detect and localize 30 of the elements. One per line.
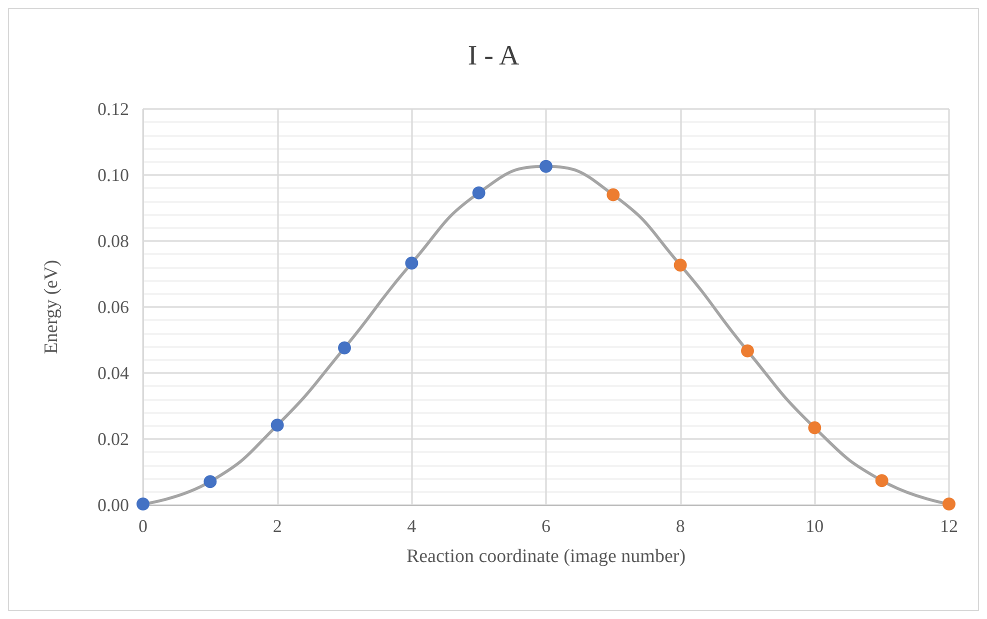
y-tick-label: 0.12 <box>98 99 129 119</box>
point <box>540 160 552 173</box>
x-tick-label: 12 <box>940 516 958 536</box>
x-tick-label: 4 <box>407 516 416 536</box>
x-tick-label: 10 <box>806 516 824 536</box>
x-tick-label: 2 <box>272 516 282 536</box>
point <box>204 475 217 488</box>
point <box>808 421 822 434</box>
x-axis-title: Reaction coordinate (image number) <box>406 546 686 567</box>
point <box>136 498 150 511</box>
y-tick-label: 0.08 <box>98 231 129 251</box>
chart-title: I - A <box>468 40 520 72</box>
point <box>338 341 351 354</box>
x-tick-label: 8 <box>676 516 685 536</box>
y-tick-label: 0.10 <box>98 165 129 185</box>
point <box>405 256 418 270</box>
point <box>741 344 754 358</box>
point <box>942 498 956 511</box>
point <box>674 258 687 272</box>
y-tick-label: 0.02 <box>98 429 129 449</box>
point <box>472 186 486 200</box>
x-tick-label: 6 <box>542 516 550 536</box>
y-tick-label: 0.04 <box>98 363 129 383</box>
x-tick-label: 0 <box>138 516 148 536</box>
point <box>606 188 620 202</box>
y-axis-title: Energy (eV) <box>41 260 62 354</box>
point <box>270 418 284 432</box>
y-tick-label: 0.00 <box>98 495 129 515</box>
point <box>875 474 888 488</box>
y-tick-label: 0.06 <box>98 297 129 317</box>
